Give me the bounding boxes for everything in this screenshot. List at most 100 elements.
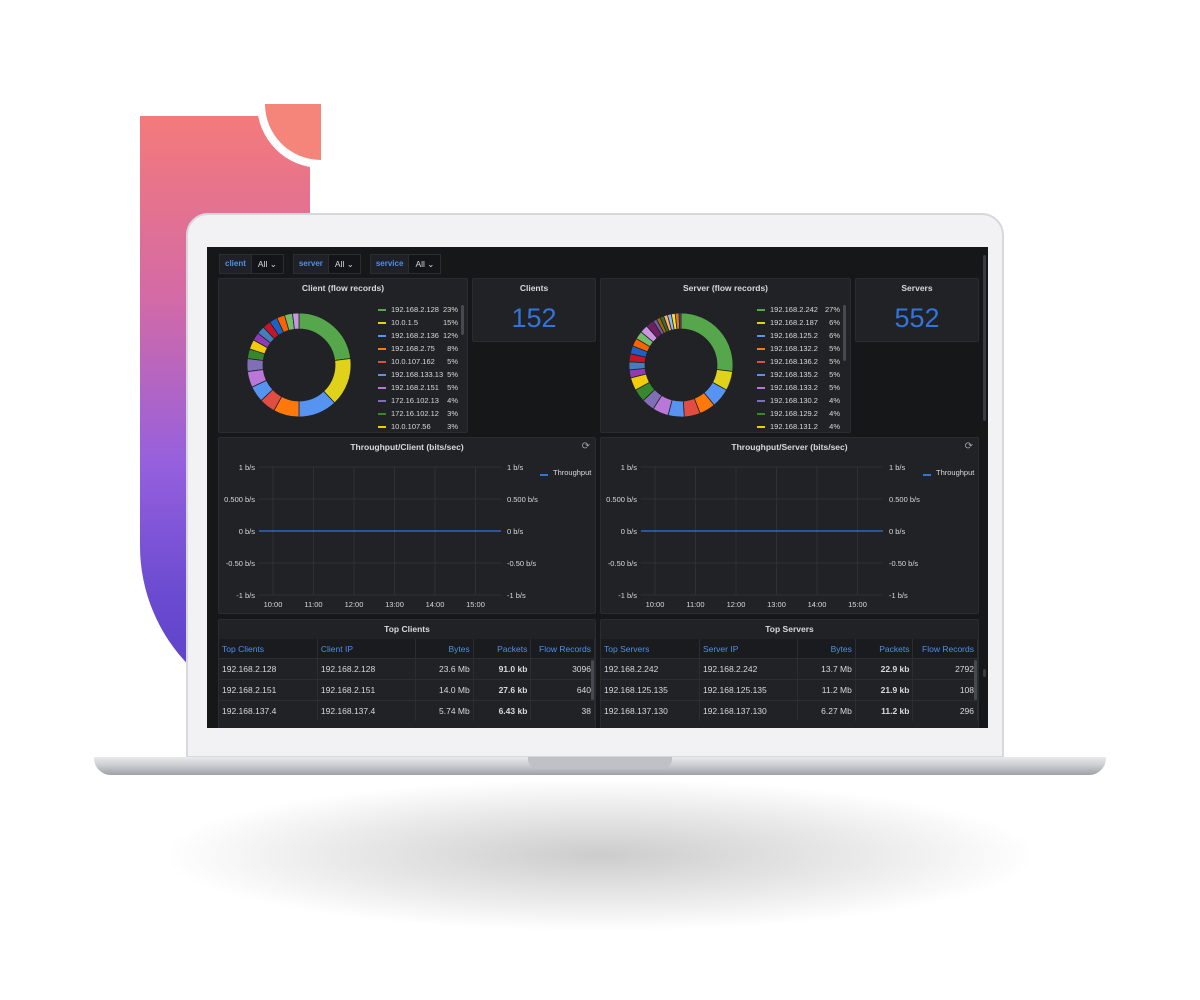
client-pie-panel[interactable]: Client (flow records) 192.168.2.128 23% 10… xyxy=(218,278,468,433)
dashboard-screen: client All ⌄ server All ⌄ service All ⌄ … xyxy=(207,247,988,728)
clients-count: 152 xyxy=(511,303,557,333)
throughput-client-panel[interactable]: Throughput/Client (bits/sec) ⟳ 1 b/s 1 b/… xyxy=(218,437,596,614)
x-tick-label: 11:00 xyxy=(304,600,322,609)
column-header[interactable]: Flow Records xyxy=(530,639,595,659)
legend-label[interactable]: Throughput xyxy=(553,468,592,477)
y-tick-label: 0.500 b/s xyxy=(224,495,255,504)
variable-service-select[interactable]: All ⌄ xyxy=(409,254,442,274)
legend-name: 192.168.125.2 xyxy=(770,331,818,340)
column-header[interactable]: Top Clients xyxy=(219,639,318,659)
legend-name: 192.168.2.187 xyxy=(770,318,818,327)
legend-swatch xyxy=(757,335,765,337)
variable-server[interactable]: server All ⌄ xyxy=(292,254,361,274)
cell-name: 192.168.125.135 xyxy=(601,679,700,701)
table-row[interactable]: 192.168.125.135 192.168.125.135 11.2 Mb … xyxy=(601,679,978,701)
decorative-arc xyxy=(257,104,321,168)
refresh-icon[interactable]: ⟳ xyxy=(581,441,590,452)
refresh-icon[interactable]: ⟳ xyxy=(964,441,973,452)
legend-percent: 5% xyxy=(829,357,840,366)
table-row[interactable]: 192.168.2.242 192.168.2.242 13.7 Mb 22.9… xyxy=(601,658,978,680)
legend-name: 10.0.1.5 xyxy=(391,318,419,327)
legend-item[interactable]: 192.168.133.2 5% xyxy=(757,383,840,396)
variable-client[interactable]: client All ⌄ xyxy=(219,254,284,274)
throughput-server-panel[interactable]: Throughput/Server (bits/sec) ⟳ 1 b/s 1 b/… xyxy=(600,437,979,614)
legend-label[interactable]: Throughput xyxy=(936,468,975,477)
table-row[interactable]: 192.168.2.128 192.168.2.128 23.6 Mb 91.0… xyxy=(219,658,595,680)
legend-scrollbar[interactable] xyxy=(843,305,846,361)
top-servers-panel[interactable]: Top Servers Top Servers Server IP Bytes … xyxy=(600,619,979,728)
legend-name: 192.168.131.2 xyxy=(770,422,818,429)
server-pie-panel[interactable]: Server (flow records) 192.168.2.242 27% 19… xyxy=(600,278,851,433)
legend-percent: 27% xyxy=(824,305,840,314)
legend-name: 192.168.2.75 xyxy=(391,344,435,353)
legend-swatch xyxy=(757,374,765,376)
table-header-row: Top Clients Client IP Bytes Packets Flow… xyxy=(219,639,595,659)
legend-item[interactable]: 10.0.107.162 5% xyxy=(378,357,458,370)
variable-bar: client All ⌄ server All ⌄ service All ⌄ xyxy=(219,254,442,274)
table-row[interactable]: 192.168.137.4 192.168.137.4 5.74 Mb 6.43… xyxy=(219,700,595,721)
legend-swatch xyxy=(757,413,765,415)
table-scrollbar[interactable] xyxy=(974,660,977,700)
legend-item[interactable]: 192.168.130.2 4% xyxy=(757,396,840,409)
cell-name: 192.168.2.151 xyxy=(219,679,318,701)
pie-slice[interactable] xyxy=(680,312,734,372)
legend-item[interactable]: 192.168.133.13 5% xyxy=(378,370,458,383)
column-header[interactable]: Bytes xyxy=(415,639,474,659)
x-tick-label: 10:00 xyxy=(264,600,283,609)
legend-item[interactable]: 10.0.107.56 3% xyxy=(378,422,458,429)
legend-item[interactable]: 192.168.2.151 5% xyxy=(378,383,458,396)
variable-server-select[interactable]: All ⌄ xyxy=(328,254,361,274)
panel-title: Servers xyxy=(901,283,933,293)
legend-item[interactable]: 192.168.2.242 27% xyxy=(757,305,840,318)
column-header[interactable]: Client IP xyxy=(317,639,417,659)
legend-percent: 23% xyxy=(442,305,458,314)
legend-item[interactable]: 172.16.102.13 4% xyxy=(378,396,458,409)
legend-item[interactable]: 192.168.129.2 4% xyxy=(757,409,840,422)
throughput-client-graph[interactable]: 1 b/s 1 b/s 0.500 b/s 0.500 b/s 0 b/s 0 b/s -0… xyxy=(219,438,596,614)
legend-percent: 4% xyxy=(829,396,840,405)
legend-item[interactable]: 192.168.131.2 4% xyxy=(757,422,840,429)
column-header[interactable]: Packets xyxy=(855,639,914,659)
servers-stat-panel[interactable]: Servers 552 xyxy=(855,278,979,342)
column-header[interactable]: Top Servers xyxy=(601,639,700,659)
legend-item[interactable]: 192.168.125.2 6% xyxy=(757,331,840,344)
variable-client-select[interactable]: All ⌄ xyxy=(251,254,284,274)
legend-item[interactable]: 192.168.132.2 5% xyxy=(757,344,840,357)
legend-name: 192.168.130.2 xyxy=(770,396,818,405)
legend-percent: 4% xyxy=(447,396,458,405)
server-donut-chart[interactable] xyxy=(625,309,737,421)
table-row[interactable]: 192.168.2.151 192.168.2.151 14.0 Mb 27.6… xyxy=(219,679,595,701)
legend-item[interactable]: 192.168.136.2 5% xyxy=(757,357,840,370)
variable-service[interactable]: service All ⌄ xyxy=(369,254,442,274)
legend-item[interactable]: 192.168.2.128 23% xyxy=(378,305,458,318)
legend-swatch xyxy=(757,322,765,324)
table-row[interactable]: 192.168.137.130 192.168.137.130 6.27 Mb … xyxy=(601,700,978,721)
column-header[interactable]: Flow Records xyxy=(912,639,978,659)
clients-stat-panel[interactable]: Clients 152 xyxy=(472,278,596,342)
page-scrollbar[interactable] xyxy=(983,255,986,421)
column-header[interactable]: Packets xyxy=(473,639,532,659)
column-header[interactable]: Server IP xyxy=(699,639,799,659)
pie-slice[interactable] xyxy=(678,312,682,330)
pie-slice[interactable] xyxy=(298,312,352,361)
table-scrollbar[interactable] xyxy=(591,660,594,700)
cell-packets: 6.43 kb xyxy=(473,700,532,721)
client-donut-chart[interactable] xyxy=(243,309,355,421)
client-pie-legend: 192.168.2.128 23% 10.0.1.5 15% 192.168.2.136… xyxy=(378,305,458,429)
legend-item[interactable]: 192.168.2.75 8% xyxy=(378,344,458,357)
legend-item[interactable]: 192.168.135.2 5% xyxy=(757,370,840,383)
cell-bytes: 5.74 Mb xyxy=(415,700,474,721)
legend-percent: 5% xyxy=(829,383,840,392)
legend-item[interactable]: 192.168.2.187 6% xyxy=(757,318,840,331)
legend-item[interactable]: 192.168.2.136 12% xyxy=(378,331,458,344)
pie-slice[interactable] xyxy=(292,312,300,330)
column-header[interactable]: Bytes xyxy=(797,639,856,659)
legend-item[interactable]: 172.16.102.12 3% xyxy=(378,409,458,422)
legend-scrollbar[interactable] xyxy=(461,305,464,335)
throughput-server-graph[interactable]: 1 b/s 1 b/s 0.500 b/s 0.500 b/s 0 b/s 0 b/s -0… xyxy=(601,438,979,614)
top-clients-panel[interactable]: Top Clients Top Clients Client IP Bytes … xyxy=(218,619,596,728)
cell-name: 192.168.2.242 xyxy=(601,658,700,680)
x-tick-label: 12:00 xyxy=(345,600,364,609)
legend-item[interactable]: 10.0.1.5 15% xyxy=(378,318,458,331)
page-scrollbar-bottom[interactable] xyxy=(983,669,986,677)
